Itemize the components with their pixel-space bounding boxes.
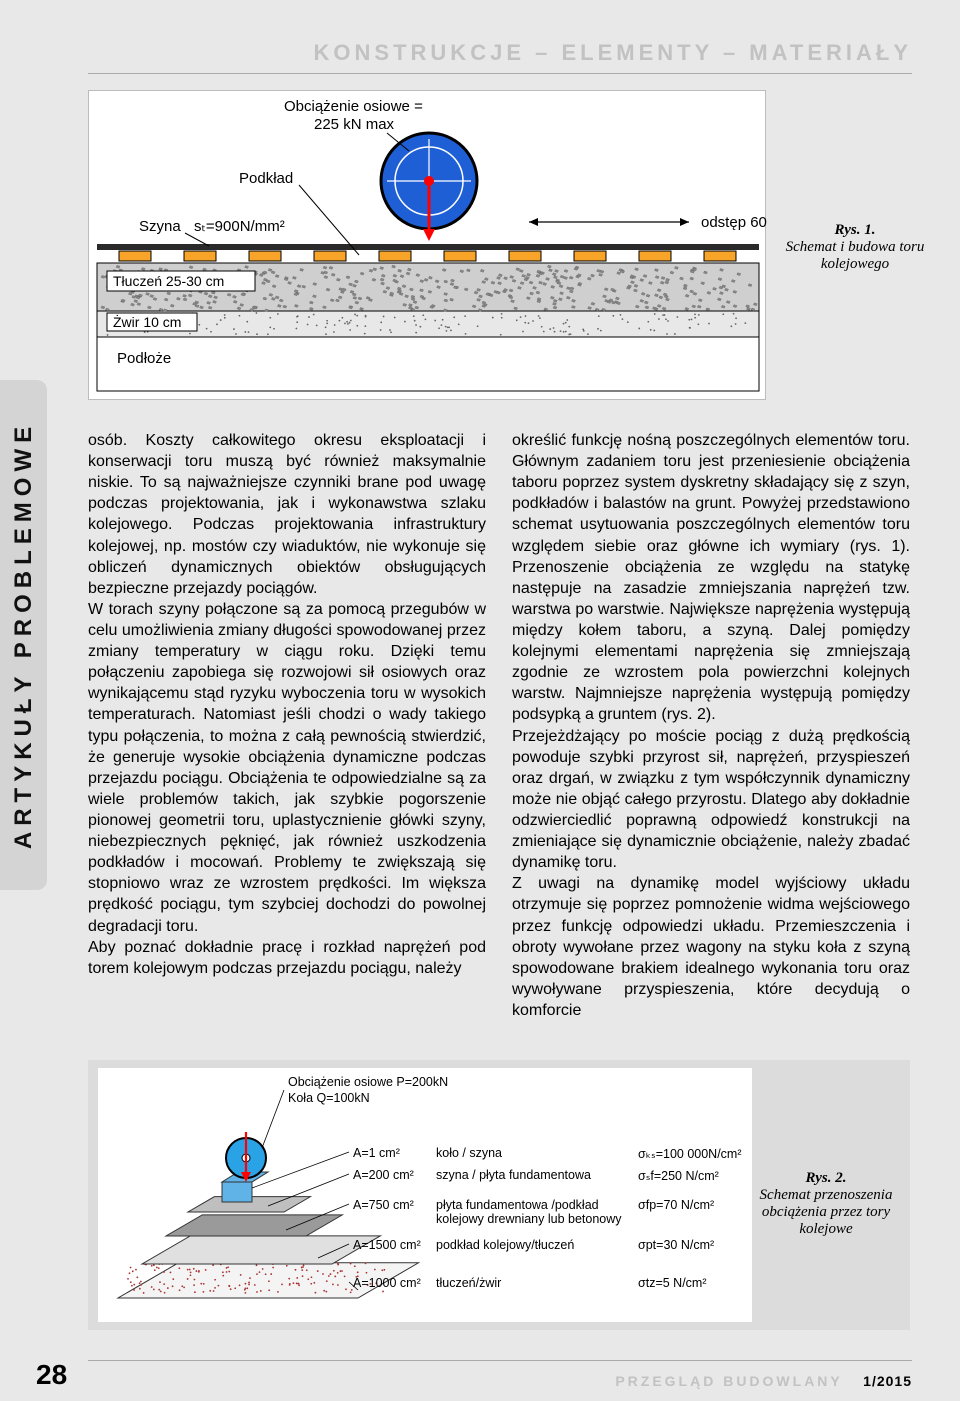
svg-text:Koła Q=100kN: Koła Q=100kN	[288, 1091, 370, 1105]
figure-2: Obciążenie osiowe P=200kN Koła Q=100kN A=…	[98, 1068, 752, 1322]
body-column-1: osób. Koszty całkowitego okresu eksploat…	[88, 430, 486, 1021]
svg-text:Obciążenie osiowe P=200kN: Obciążenie osiowe P=200kN	[288, 1075, 448, 1089]
body-columns: osób. Koszty całkowitego okresu eksploat…	[88, 430, 910, 1021]
page: KONSTRUKCJE – ELEMENTY – MATERIAŁY ARTYK…	[0, 0, 960, 1401]
fig2-row-sigma: σfp=70 N/cm²	[638, 1198, 714, 1212]
fig2-row-sigma: σpt=30 N/cm²	[638, 1238, 714, 1252]
fig2-row-layer: szyna / płyta fundamentowa	[436, 1168, 626, 1182]
svg-text:Szyna: Szyna	[139, 218, 181, 235]
figure-1: odstęp 60 cm Obciążenie osiowe =225 kN ma…	[88, 90, 766, 400]
page-number: 28	[36, 1359, 67, 1391]
fig2-row-area: A=1500 cm²	[353, 1238, 421, 1252]
svg-text:sₜ=900N/mm²: sₜ=900N/mm²	[194, 218, 285, 235]
fig2-row-area: A=1 cm²	[353, 1146, 400, 1160]
header-rule	[88, 73, 912, 74]
fig2-row-area: A=200 cm²	[353, 1168, 414, 1182]
figure-1-number: Rys. 1.	[776, 222, 934, 239]
figure-2-caption-text: Schemat przenoszenia obciążenia przez to…	[760, 1187, 893, 1237]
fig2-row-area: A=1000 cm²	[353, 1276, 421, 1290]
svg-text:225 kN max: 225 kN max	[314, 116, 395, 133]
figure-2-number: Rys. 2.	[756, 1170, 896, 1187]
fig2-row-layer: tłuczeń/żwir	[436, 1276, 626, 1290]
journal-footer: PRZEGLĄD BUDOWLANY 1/2015	[615, 1373, 912, 1389]
fig2-row-area: A=750 cm²	[353, 1198, 414, 1212]
svg-text:Obciążenie osiowe =: Obciążenie osiowe =	[284, 98, 423, 115]
figure-1-svg: odstęp 60 cm Obciążenie osiowe =225 kN ma…	[89, 91, 767, 401]
svg-text:Żwir 10 cm: Żwir 10 cm	[113, 313, 181, 330]
fig2-row-sigma: σₛf=250 N/cm²	[638, 1168, 719, 1183]
figure-2-caption: Rys. 2. Schemat przenoszenia obciążenia …	[756, 1170, 896, 1238]
journal-issue: 1/2015	[863, 1373, 912, 1389]
footer-rule	[88, 1360, 912, 1361]
figure-2-container: Obciążenie osiowe P=200kN Koła Q=100kN A=…	[88, 1060, 910, 1330]
svg-text:Podłoże: Podłoże	[117, 350, 171, 367]
fig2-row-sigma: σₖₛ=100 000N/cm²	[638, 1146, 742, 1161]
figure-1-caption-text: Schemat i budowa toru kolejowego	[786, 239, 925, 272]
footer: 28 PRZEGLĄD BUDOWLANY 1/2015	[0, 1355, 960, 1401]
side-tab-label: ARTYKUŁY PROBLEMOWE	[10, 421, 38, 849]
svg-text:odstęp 60 cm: odstęp 60 cm	[701, 214, 767, 231]
section-header: KONSTRUKCJE – ELEMENTY – MATERIAŁY	[314, 40, 912, 66]
svg-text:Tłuczeń 25-30 cm: Tłuczeń 25-30 cm	[113, 273, 224, 289]
fig2-row-layer: koło / szyna	[436, 1146, 626, 1160]
journal-name: PRZEGLĄD BUDOWLANY	[615, 1373, 842, 1389]
fig2-row-layer: podkład kolejowy/tłuczeń	[436, 1238, 626, 1252]
fig2-row-layer: płyta fundamentowa /podkład kolejowy dre…	[436, 1198, 626, 1226]
fig2-row-sigma: σtz=5 N/cm²	[638, 1276, 707, 1290]
side-tab: ARTYKUŁY PROBLEMOWE	[0, 380, 47, 890]
figure-1-caption: Rys. 1. Schemat i budowa toru kolejowego	[776, 222, 934, 273]
svg-text:Podkład: Podkład	[239, 170, 293, 187]
body-column-2: określić funkcję nośną poszczególnych el…	[512, 430, 910, 1021]
